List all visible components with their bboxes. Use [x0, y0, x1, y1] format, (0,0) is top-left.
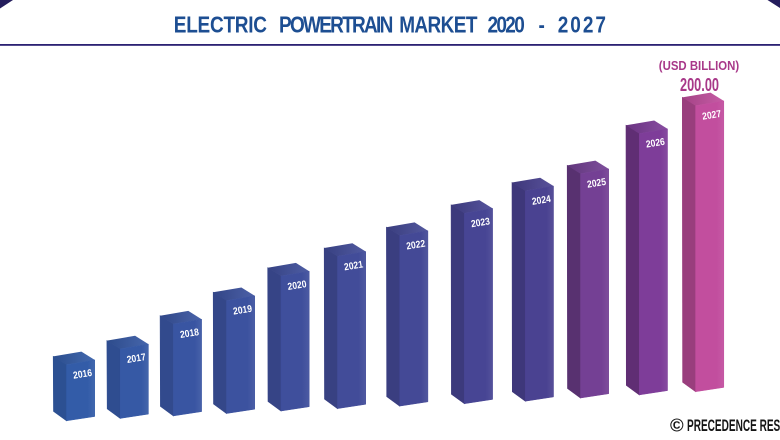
- svg-text:2026: 2026: [645, 137, 666, 151]
- svg-text:2025: 2025: [586, 177, 607, 191]
- svg-text:2019: 2019: [232, 304, 253, 318]
- svg-text:2020: 2020: [287, 279, 308, 293]
- svg-text:-: -: [539, 12, 545, 38]
- svg-text:2016: 2016: [72, 368, 93, 382]
- svg-text:(USD BILLION): (USD BILLION): [659, 58, 739, 73]
- svg-text:2024: 2024: [531, 194, 552, 208]
- svg-text:2020: 2020: [488, 12, 525, 38]
- svg-text:200.00: 200.00: [680, 74, 719, 95]
- svg-text:PRECEDENCE RESEARCH: PRECEDENCE RESEARCH: [687, 417, 780, 435]
- svg-text:ELECTRIC: ELECTRIC: [174, 12, 267, 38]
- svg-text:©: ©: [670, 415, 684, 436]
- svg-text:2023: 2023: [470, 216, 491, 230]
- svg-text:2018: 2018: [179, 327, 200, 341]
- svg-text:2017: 2017: [126, 352, 147, 366]
- svg-text:2021: 2021: [343, 259, 364, 273]
- svg-text:POWERTRAIN: POWERTRAIN: [279, 12, 393, 38]
- svg-text:2022: 2022: [406, 239, 427, 253]
- svg-text:MARKET: MARKET: [399, 12, 477, 38]
- svg-text:2027: 2027: [702, 109, 723, 123]
